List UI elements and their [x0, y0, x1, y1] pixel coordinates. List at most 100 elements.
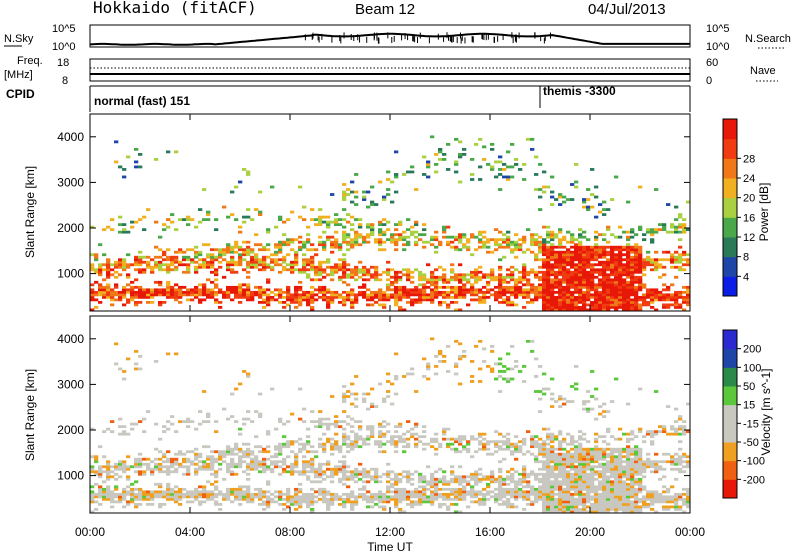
power-cell — [558, 290, 563, 294]
power-cell — [226, 295, 231, 299]
velocity-cell — [270, 462, 275, 466]
power-cell — [462, 245, 467, 249]
power-cell — [354, 298, 359, 302]
velocity-cell — [430, 437, 435, 441]
velocity-cell — [198, 502, 203, 506]
power-cell — [674, 265, 679, 269]
velocity-cell — [326, 490, 331, 494]
power-cell — [598, 253, 603, 257]
power-cell — [546, 273, 551, 277]
power-cell — [374, 295, 379, 299]
power-cell — [162, 250, 167, 254]
power-cell — [362, 283, 367, 287]
velocity-cell — [246, 417, 251, 421]
velocity-cell — [238, 487, 243, 491]
power-cell — [578, 283, 583, 287]
velocity-cell — [590, 502, 595, 506]
velocity-cell — [230, 392, 235, 396]
power-cell — [498, 243, 503, 247]
power-cell — [138, 260, 143, 264]
power-cell — [606, 298, 611, 302]
power-cell — [362, 273, 367, 277]
velocity-cell — [210, 465, 215, 469]
velocity-cell — [558, 467, 563, 471]
velocity-cell — [202, 495, 207, 499]
power-cell — [330, 270, 335, 274]
power-cell — [430, 283, 435, 287]
power-cell — [566, 278, 571, 282]
power-cell — [658, 275, 663, 279]
power-cell — [558, 243, 563, 247]
power-cell — [378, 243, 383, 247]
velocity-cell — [302, 470, 307, 474]
power-cell — [246, 270, 251, 274]
power-cell — [126, 253, 131, 257]
power-cell — [438, 240, 443, 244]
velocity-cell — [562, 440, 567, 444]
power-cell — [318, 235, 323, 239]
velocity-cell — [562, 465, 567, 469]
power-cell — [566, 303, 571, 307]
power-cell — [394, 173, 399, 176]
velocity-cell — [394, 430, 399, 434]
velocity-cell — [618, 475, 623, 479]
velocity-cell — [334, 495, 339, 499]
velocity-cell — [582, 472, 587, 476]
power-cell — [686, 300, 691, 304]
velocity-cell — [158, 470, 163, 474]
power-cell — [110, 303, 115, 307]
velocity-cell — [382, 432, 387, 436]
velocity-cell — [550, 490, 555, 494]
power-cell — [314, 265, 319, 269]
velocity-cell — [150, 470, 155, 474]
power-cell — [170, 268, 175, 272]
velocity-cell — [506, 437, 511, 441]
velocity-cell — [406, 445, 411, 449]
velocity-cell — [458, 465, 463, 469]
power-cell — [338, 278, 343, 282]
velocity-cell — [418, 497, 423, 501]
power-cell — [578, 265, 583, 269]
power-cell — [314, 293, 319, 297]
velocity-cell — [434, 477, 439, 481]
velocity-cell — [442, 432, 447, 436]
velocity-cell — [326, 462, 331, 466]
power-cell — [442, 228, 447, 232]
velocity-cell — [134, 492, 139, 496]
power-cell — [330, 235, 335, 239]
velocity-cell — [278, 445, 283, 449]
velocity-cell — [246, 490, 251, 494]
power-cell — [106, 270, 111, 274]
velocity-cell — [254, 457, 259, 461]
velocity-cell — [278, 442, 283, 446]
power-cell — [578, 273, 583, 277]
power-cell — [602, 213, 607, 216]
power-cell — [398, 295, 403, 299]
power-cell — [162, 288, 167, 292]
power-cell — [278, 300, 283, 304]
power-cell — [602, 265, 607, 269]
power-cell — [318, 218, 323, 222]
velocity-cell — [126, 477, 131, 481]
velocity-cell — [182, 472, 187, 476]
power-cell — [594, 215, 599, 219]
power-cell — [630, 300, 635, 304]
velocity-cell — [162, 492, 167, 496]
velocity-cell — [342, 432, 347, 436]
power-cell — [570, 258, 575, 262]
velocity-cell — [322, 432, 327, 436]
velocity-cell — [534, 442, 539, 446]
velocity-cell — [426, 497, 431, 501]
power-cell — [598, 273, 603, 277]
power-cell — [586, 293, 591, 297]
velocity-cell — [394, 445, 399, 449]
power-cell — [634, 268, 639, 272]
power-cell — [646, 260, 651, 264]
power-cell — [298, 185, 303, 189]
velocity-cell — [594, 432, 599, 436]
power-cell — [342, 233, 347, 237]
velocity-cell — [582, 465, 587, 469]
power-cell — [562, 305, 567, 309]
power-cell — [478, 278, 483, 282]
velocity-cell — [134, 362, 139, 366]
